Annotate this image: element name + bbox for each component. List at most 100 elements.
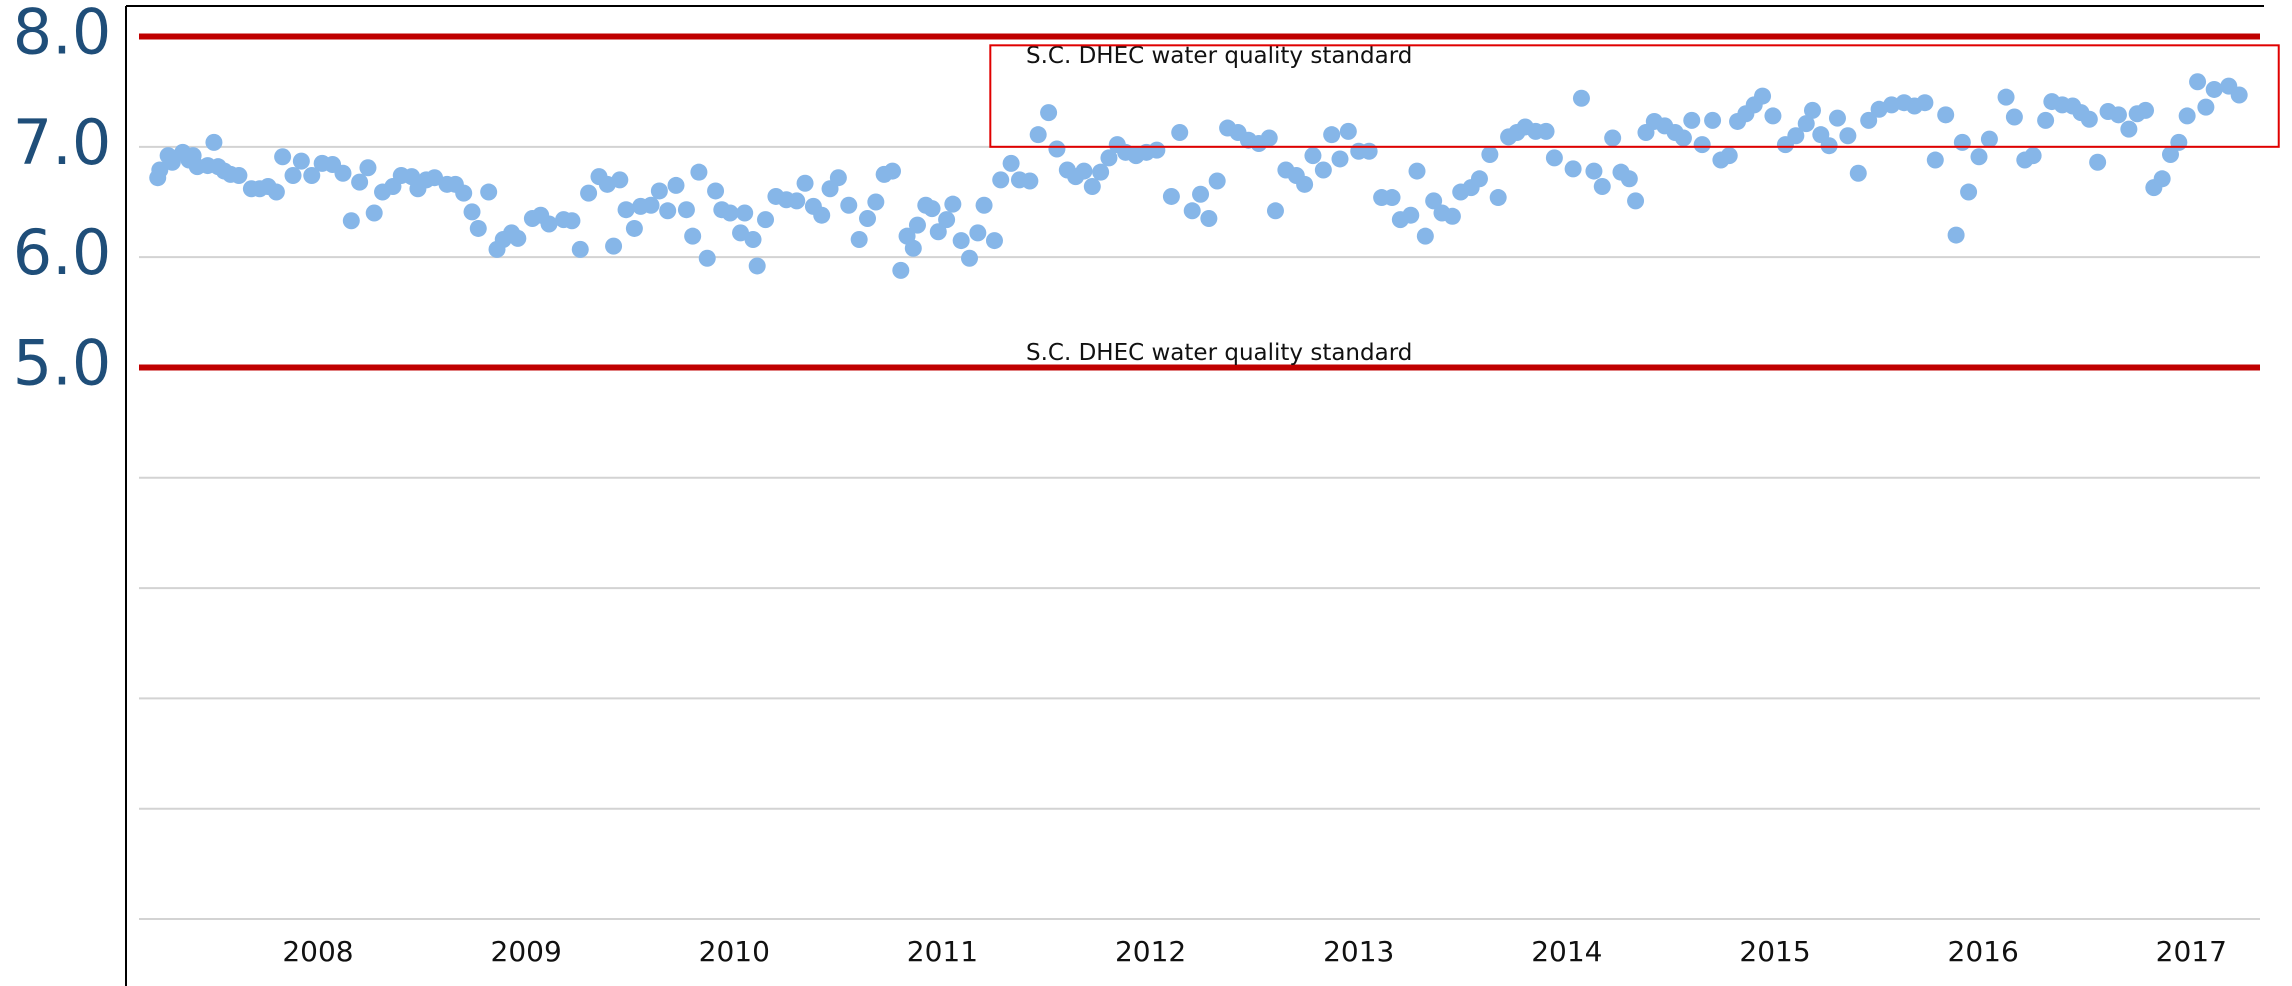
point — [267, 183, 285, 201]
point — [1803, 101, 1821, 119]
point — [1537, 122, 1555, 140]
point — [611, 171, 629, 189]
point — [698, 249, 716, 267]
point — [563, 212, 581, 230]
point — [2230, 86, 2248, 104]
y-tick-label: 7.0 — [13, 106, 112, 179]
point — [1916, 94, 1934, 112]
point — [1092, 163, 1110, 181]
y-tick-label: 8.0 — [13, 0, 112, 69]
point — [463, 203, 481, 221]
point — [748, 257, 766, 275]
x-tick-label: 2009 — [491, 935, 562, 968]
point — [605, 237, 623, 255]
point — [274, 148, 292, 166]
point — [1860, 111, 1878, 129]
point — [1849, 164, 1867, 182]
point — [1402, 206, 1420, 224]
point — [960, 249, 978, 267]
point — [1314, 161, 1332, 179]
point — [975, 196, 993, 214]
point — [334, 164, 352, 182]
point — [509, 229, 527, 247]
point — [1148, 141, 1166, 159]
reference-label: S.C. DHEC water quality standard — [1026, 43, 1412, 69]
point — [1960, 183, 1978, 201]
point — [617, 201, 635, 219]
point — [1937, 106, 1955, 124]
point — [1021, 172, 1039, 190]
point — [2080, 110, 2098, 128]
point — [1040, 104, 1058, 122]
point — [1481, 146, 1499, 164]
point — [1200, 210, 1218, 228]
point — [351, 173, 369, 191]
point — [2205, 80, 2223, 98]
point — [1266, 202, 1284, 220]
point — [1683, 111, 1701, 129]
point — [571, 240, 589, 258]
point — [904, 239, 922, 257]
point — [969, 224, 987, 242]
point — [1704, 111, 1722, 129]
point — [992, 171, 1010, 189]
point — [892, 261, 910, 279]
point — [230, 166, 248, 184]
x-tick-label: 2010 — [699, 935, 770, 968]
point — [1029, 126, 1047, 144]
point — [1048, 140, 1066, 158]
y-tick-label: 5.0 — [13, 327, 112, 400]
x-tick-label: 2011 — [907, 935, 978, 968]
point — [796, 174, 814, 192]
point — [2089, 153, 2107, 171]
point — [1627, 192, 1645, 210]
point — [480, 183, 498, 201]
point — [1926, 151, 1944, 169]
point — [580, 184, 598, 202]
point — [1296, 175, 1314, 193]
x-tick-label: 2012 — [1115, 935, 1186, 968]
point — [829, 169, 847, 187]
point — [1604, 129, 1622, 147]
point — [1083, 178, 1101, 196]
point — [859, 210, 877, 228]
point — [2005, 108, 2023, 126]
point — [1339, 122, 1357, 140]
point — [952, 232, 970, 250]
x-tick-label: 2014 — [1531, 935, 1602, 968]
point — [2037, 111, 2055, 129]
point — [2161, 146, 2179, 164]
point — [1693, 136, 1711, 154]
point — [1383, 189, 1401, 207]
point — [1820, 137, 1838, 155]
x-tick-label: 2013 — [1323, 935, 1394, 968]
point — [1754, 87, 1772, 105]
x-tick-label: 2015 — [1739, 935, 1810, 968]
point — [205, 133, 223, 151]
point — [736, 204, 754, 222]
point — [788, 192, 806, 210]
point — [1970, 148, 1988, 166]
point — [1208, 172, 1226, 190]
point — [1585, 162, 1603, 180]
point — [707, 182, 725, 200]
point — [659, 202, 677, 220]
point — [1997, 88, 2015, 106]
point — [929, 223, 947, 241]
point — [2109, 106, 2127, 124]
point — [1470, 170, 1488, 188]
point — [1674, 129, 1692, 147]
point — [850, 230, 868, 248]
point — [813, 206, 831, 224]
point — [1953, 133, 1971, 151]
point — [944, 195, 962, 213]
point — [650, 182, 668, 200]
point — [342, 212, 360, 230]
point — [1416, 227, 1434, 245]
point — [642, 196, 660, 214]
point — [455, 184, 473, 202]
point — [1764, 107, 1782, 125]
point — [1260, 129, 1278, 147]
reference-label: S.C. DHEC water quality standard — [1026, 340, 1412, 366]
point — [1162, 187, 1180, 205]
